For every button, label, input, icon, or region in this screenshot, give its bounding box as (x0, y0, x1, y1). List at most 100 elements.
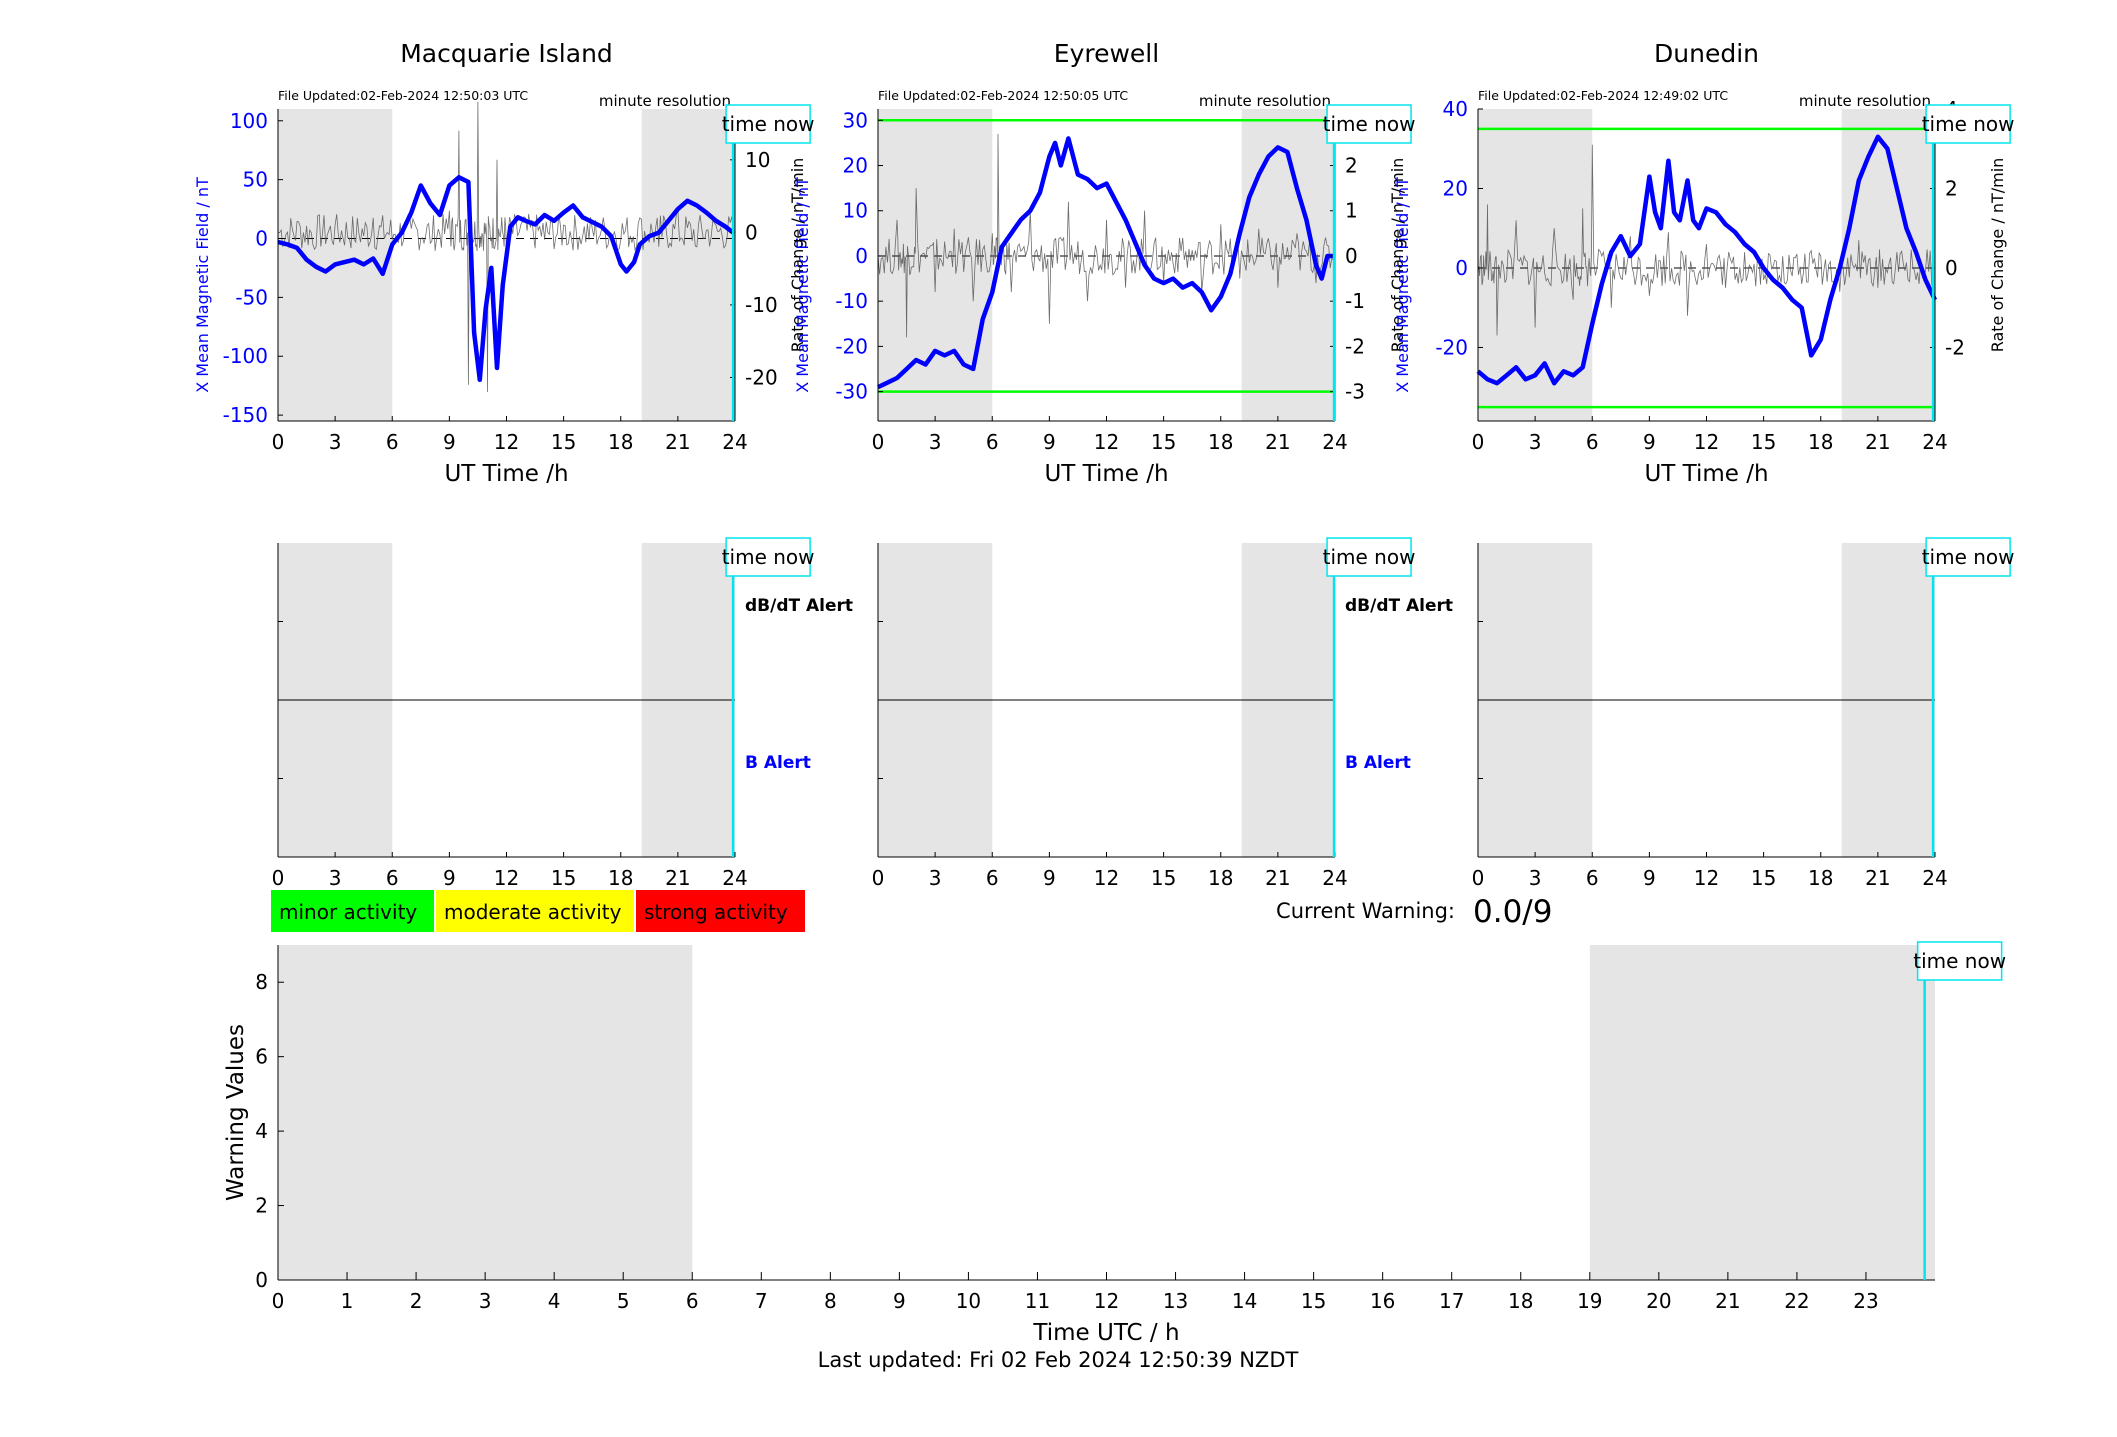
x-tick-label: 9 (443, 866, 456, 890)
y-tick-label: 10 (843, 199, 868, 223)
x-tick-label: 15 (1151, 866, 1176, 890)
y-tick-label: -10 (835, 289, 868, 313)
x-tick-label: 23 (1853, 1289, 1878, 1313)
legend-swatch (271, 890, 434, 932)
x-tick-label: 21 (1715, 1289, 1740, 1313)
night-shading (278, 945, 693, 1280)
legend-label: strong activity (644, 900, 788, 924)
time-now-box (1326, 537, 1412, 577)
x-tick-label: 18 (1808, 866, 1833, 890)
time-now-marker: time now (1922, 537, 2015, 577)
time-now-label: time now (722, 112, 815, 136)
x-tick-label: 8 (824, 1289, 837, 1313)
activity-legend: minor activity moderate activity strong ac… (271, 890, 805, 932)
x-tick-label: 0 (1472, 866, 1485, 890)
night-shading (641, 109, 735, 421)
y-tick-label: 20 (1443, 176, 1468, 200)
magnetic-field-series (1476, 134, 1938, 386)
x-tick-label: 3 (479, 1289, 492, 1313)
y-tick-label: -150 (223, 403, 268, 427)
x-tick-label: 15 (1151, 430, 1176, 454)
resolution-label: minute resolution (1199, 92, 1331, 110)
x-tick-label: 24 (722, 866, 747, 890)
current-warning-value: 0.0/9 (1473, 894, 1552, 930)
x-tick-label: 10 (956, 1289, 981, 1313)
x-tick-label: 0 (272, 866, 285, 890)
x-tick-label: 3 (329, 430, 342, 454)
time-now-marker: time now (1323, 104, 1415, 144)
y-right-tick-label: 10 (745, 148, 770, 172)
x-tick-label: 15 (1751, 430, 1776, 454)
y-right-tick-label: 2 (1945, 176, 1958, 200)
y-tick-label: -100 (223, 344, 268, 368)
x-tick-label: 6 (986, 430, 999, 454)
x-tick-label: 0 (872, 430, 885, 454)
x-tick-label: 4 (548, 1289, 561, 1313)
x-tick-label: 6 (1586, 430, 1599, 454)
x-tick-label: 6 (1586, 866, 1599, 890)
x-tick-label: 24 (722, 430, 747, 454)
chart-title: Eyrewell (1054, 39, 1159, 68)
x-tick-label: 1 (341, 1289, 354, 1313)
y-tick-label: 0 (1455, 256, 1468, 280)
x-tick-label: 9 (1043, 430, 1056, 454)
x-tick-label: 3 (929, 866, 942, 890)
y-axis-label: X Mean Magnetic Field / nT (193, 177, 212, 393)
y-tick-label: 2 (255, 1194, 268, 1218)
x-tick-label: 2 (410, 1289, 423, 1313)
y-tick-label: -50 (235, 285, 268, 309)
x-tick-label: 21 (665, 866, 690, 890)
legend-label: moderate activity (444, 900, 622, 924)
x-tick-label: 24 (1922, 430, 1947, 454)
x-tick-label: 11 (1025, 1289, 1050, 1313)
x-tick-label: 6 (386, 430, 399, 454)
chart-title: Macquarie Island (400, 39, 613, 68)
time-now-label: time now (722, 545, 815, 569)
x-tick-label: 15 (1751, 866, 1776, 890)
x-tick-label: 9 (443, 430, 456, 454)
time-now-marker: time now (1323, 537, 1415, 577)
y-right-tick-label: 0 (1345, 244, 1358, 268)
x-tick-label: 3 (1529, 866, 1542, 890)
time-now-box (1925, 104, 2011, 144)
legend-swatch (436, 890, 634, 932)
time-now-box (1326, 104, 1412, 144)
x-tick-label: 7 (755, 1289, 768, 1313)
time-now-box (725, 104, 811, 144)
time-now-label: time now (1913, 949, 2006, 973)
dbdt-alert-label: dB/dT Alert (745, 596, 853, 616)
b-alert-label: B Alert (1345, 753, 1411, 773)
x-tick-label: 0 (272, 430, 285, 454)
y-right-tick-label: -10 (745, 293, 778, 317)
x-tick-label: 21 (1265, 430, 1290, 454)
x-tick-label: 20 (1646, 1289, 1671, 1313)
x-axis-label: UT Time /h (444, 461, 568, 487)
y-tick-label: -30 (835, 380, 868, 404)
y-right-axis-label: Rate of Change / nT/min (1988, 158, 2007, 353)
y-tick-label: -20 (835, 334, 868, 358)
magnetic-field-series (277, 175, 735, 383)
x-tick-label: 9 (1043, 866, 1056, 890)
y-tick-label: 0 (855, 244, 868, 268)
x-axis-label: UT Time /h (1644, 461, 1768, 487)
x-tick-label: 13 (1163, 1289, 1188, 1313)
x-tick-label: 9 (1643, 866, 1656, 890)
x-tick-label: 15 (1301, 1289, 1326, 1313)
x-axis-label: Time UTC / h (1032, 1320, 1179, 1346)
x-tick-label: 18 (608, 866, 633, 890)
x-tick-label: 3 (329, 866, 342, 890)
magnetic-field-series (877, 136, 1335, 390)
x-tick-label: 12 (1694, 430, 1719, 454)
legend-swatch (636, 890, 805, 932)
x-tick-label: 24 (1322, 430, 1347, 454)
magnetometer-chart-1: 0 3 6 9 12 15 18 21 24-150-100-50050100-20-10010… (193, 39, 807, 487)
y-right-axis-label: Rate of Change / nT/min (1388, 158, 1407, 353)
y-tick-label: 30 (843, 108, 868, 132)
x-tick-label: 21 (1865, 430, 1890, 454)
x-tick-label: 0 (272, 1289, 285, 1313)
y-tick-label: 40 (1443, 97, 1468, 121)
resolution-label: minute resolution (1799, 92, 1931, 110)
y-tick-label: 6 (255, 1045, 268, 1069)
x-tick-label: 3 (929, 430, 942, 454)
